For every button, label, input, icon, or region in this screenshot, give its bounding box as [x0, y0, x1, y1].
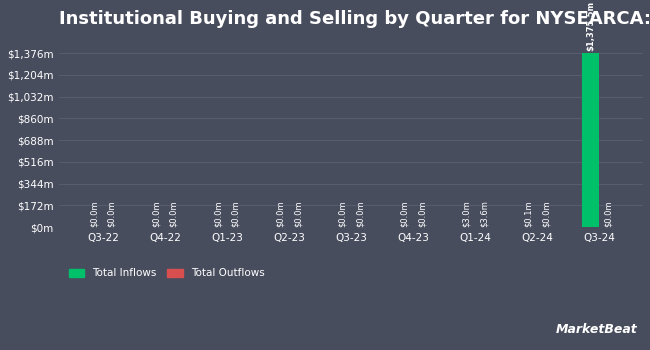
- Text: $0.0m: $0.0m: [356, 200, 364, 226]
- Bar: [582, 53, 599, 227]
- Text: $1,375.5m: $1,375.5m: [586, 1, 595, 51]
- Text: $0.0m: $0.0m: [293, 200, 302, 226]
- Text: Institutional Buying and Selling by Quarter for NYSEARCA:IBIG: Institutional Buying and Selling by Quar…: [59, 9, 650, 28]
- Text: $3.0m: $3.0m: [462, 200, 471, 226]
- Text: $0.0m: $0.0m: [338, 200, 347, 226]
- Text: $0.0m: $0.0m: [107, 200, 116, 226]
- Text: $0.1m: $0.1m: [524, 200, 533, 226]
- Text: $0.0m: $0.0m: [90, 200, 99, 226]
- Legend: Total Inflows, Total Outflows: Total Inflows, Total Outflows: [64, 264, 269, 282]
- Text: MarketBeat: MarketBeat: [555, 323, 637, 336]
- Text: $3.6m: $3.6m: [479, 199, 488, 226]
- Text: $0.0m: $0.0m: [400, 200, 409, 226]
- Bar: [475, 226, 493, 227]
- Text: $0.0m: $0.0m: [231, 200, 240, 226]
- Text: $0.0m: $0.0m: [417, 200, 426, 226]
- Text: $0.0m: $0.0m: [603, 200, 612, 226]
- Text: $0.0m: $0.0m: [541, 200, 551, 226]
- Text: $0.0m: $0.0m: [276, 200, 285, 226]
- Text: $0.0m: $0.0m: [214, 200, 223, 226]
- Text: $0.0m: $0.0m: [152, 200, 161, 226]
- Text: $0.0m: $0.0m: [169, 200, 178, 226]
